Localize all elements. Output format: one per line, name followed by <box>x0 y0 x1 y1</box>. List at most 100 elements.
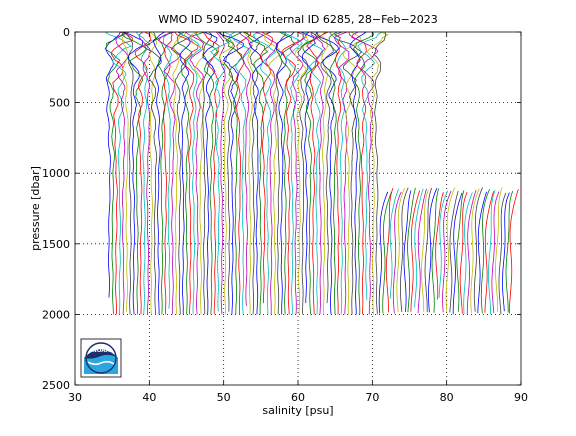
salinity-profile-line <box>366 31 389 315</box>
salinity-profile-line <box>230 31 250 315</box>
salinity-profile-line <box>238 31 253 306</box>
salinity-profile-line <box>435 191 444 300</box>
salinity-profile-line <box>104 31 132 315</box>
salinity-profile-line <box>115 31 130 315</box>
salinity-profile-line <box>158 31 181 315</box>
salinity-profile-line <box>459 192 468 314</box>
x-tick-label: 40 <box>142 391 156 404</box>
salinity-profile-line <box>134 31 152 315</box>
salinity-profile-line <box>400 187 409 313</box>
y-tick-label: 2500 <box>42 379 70 392</box>
salinity-profile-line <box>148 31 158 315</box>
salinity-profile-line <box>289 31 310 315</box>
salinity-profile-line <box>184 31 205 315</box>
salinity-profile-line <box>382 191 392 314</box>
y-tick-label: 1500 <box>42 238 70 251</box>
salinity-profile-line <box>424 187 433 313</box>
salinity-profile-line <box>314 31 334 304</box>
y-tick-label: 0 <box>63 26 70 39</box>
salinity-profile-line <box>210 31 232 312</box>
salinity-profile-line <box>144 31 171 315</box>
salinity-profile-line <box>484 191 495 313</box>
logo-sky <box>84 349 118 359</box>
y-axis-label: pressure [dbar] <box>29 166 42 251</box>
salinity-profile-line <box>202 31 218 315</box>
salinity-profile-line <box>215 31 226 315</box>
salinity-profile-line <box>170 31 198 315</box>
salinity-profile-line <box>176 31 193 315</box>
salinity-profile-line <box>329 31 342 315</box>
salinity-profile-line <box>505 190 514 313</box>
salinity-profile-line <box>195 31 218 315</box>
salinity-profile-line <box>302 31 327 315</box>
salinity-profile-line <box>449 190 459 313</box>
noaa-logo: NOAA <box>80 338 122 378</box>
salinity-profile-line <box>329 31 347 315</box>
salinity-profile-line <box>235 31 252 315</box>
salinity-profile-line <box>190 31 205 315</box>
salinity-profile-line <box>456 190 465 312</box>
x-tick-label: 80 <box>440 391 454 404</box>
logo-text: NOAA <box>92 348 110 354</box>
salinity-profile-line <box>348 31 367 315</box>
salinity-profile-line <box>491 191 500 314</box>
salinity-profile-line <box>466 189 477 315</box>
salinity-profile-line <box>124 31 134 315</box>
salinity-profile-line <box>243 31 260 315</box>
x-axis-label: salinity [psu] <box>262 404 333 417</box>
salinity-profile-line <box>407 187 416 313</box>
salinity-profile-line <box>135 31 150 315</box>
salinity-profile-line <box>316 31 339 315</box>
salinity-profile-line <box>431 188 440 313</box>
salinity-profile-line <box>452 192 463 315</box>
salinity-profile-line <box>378 191 389 314</box>
salinity-profile-line <box>138 31 152 315</box>
y-tick-label: 1000 <box>42 167 70 180</box>
salinity-profile-line <box>392 191 402 314</box>
salinity-profile-line <box>470 188 480 313</box>
salinity-profile-line <box>162 31 173 315</box>
x-tick-label: 90 <box>514 391 528 404</box>
salinity-profile-line <box>421 190 429 312</box>
grid <box>75 32 521 385</box>
salinity-profile-line <box>111 31 133 315</box>
salinity-profile-line <box>172 31 187 315</box>
x-tick-label: 60 <box>291 391 305 404</box>
chart-title: WMO ID 5902407, internal ID 6285, 28−Feb… <box>158 13 438 26</box>
salinity-profile-line <box>310 31 326 315</box>
salinity-profile-line <box>281 31 303 315</box>
salinity-profile-line <box>281 31 304 315</box>
salinity-profile-line <box>389 188 400 299</box>
salinity-profile-line <box>480 189 490 314</box>
salinity-profile-line <box>302 31 323 315</box>
salinity-profile-line <box>498 192 507 315</box>
logo-ring <box>85 342 117 374</box>
salinity-profile-line <box>396 187 406 313</box>
salinity-profile-line <box>477 191 488 314</box>
salinity-profile-line <box>509 189 519 314</box>
salinity-profile-line <box>414 188 424 308</box>
salinity-profile-line <box>495 187 503 312</box>
salinity-profile-line <box>463 192 473 314</box>
salinity-profile-line <box>275 31 286 315</box>
salinity-profile-line <box>259 31 273 304</box>
salinity-profile-line <box>403 190 412 312</box>
salinity-profile-line <box>104 31 126 315</box>
salinity-profile-line <box>121 31 147 315</box>
salinity-profile-line <box>306 31 329 315</box>
salinity-profile-line <box>438 190 449 298</box>
salinity-profile-line <box>333 31 350 315</box>
salinity-profile-line <box>442 190 452 313</box>
salinity-profile-line <box>297 31 318 315</box>
salinity-profile-line <box>445 187 456 312</box>
salinity-profile-line <box>153 31 166 315</box>
salinity-profile-line <box>225 31 243 315</box>
salinity-profile-line <box>488 189 496 315</box>
salinity-profile-line <box>152 31 165 315</box>
x-tick-label: 50 <box>217 391 231 404</box>
salinity-profile-line <box>315 31 329 315</box>
salinity-profile-line <box>349 31 367 315</box>
salinity-profile-line <box>357 31 383 301</box>
